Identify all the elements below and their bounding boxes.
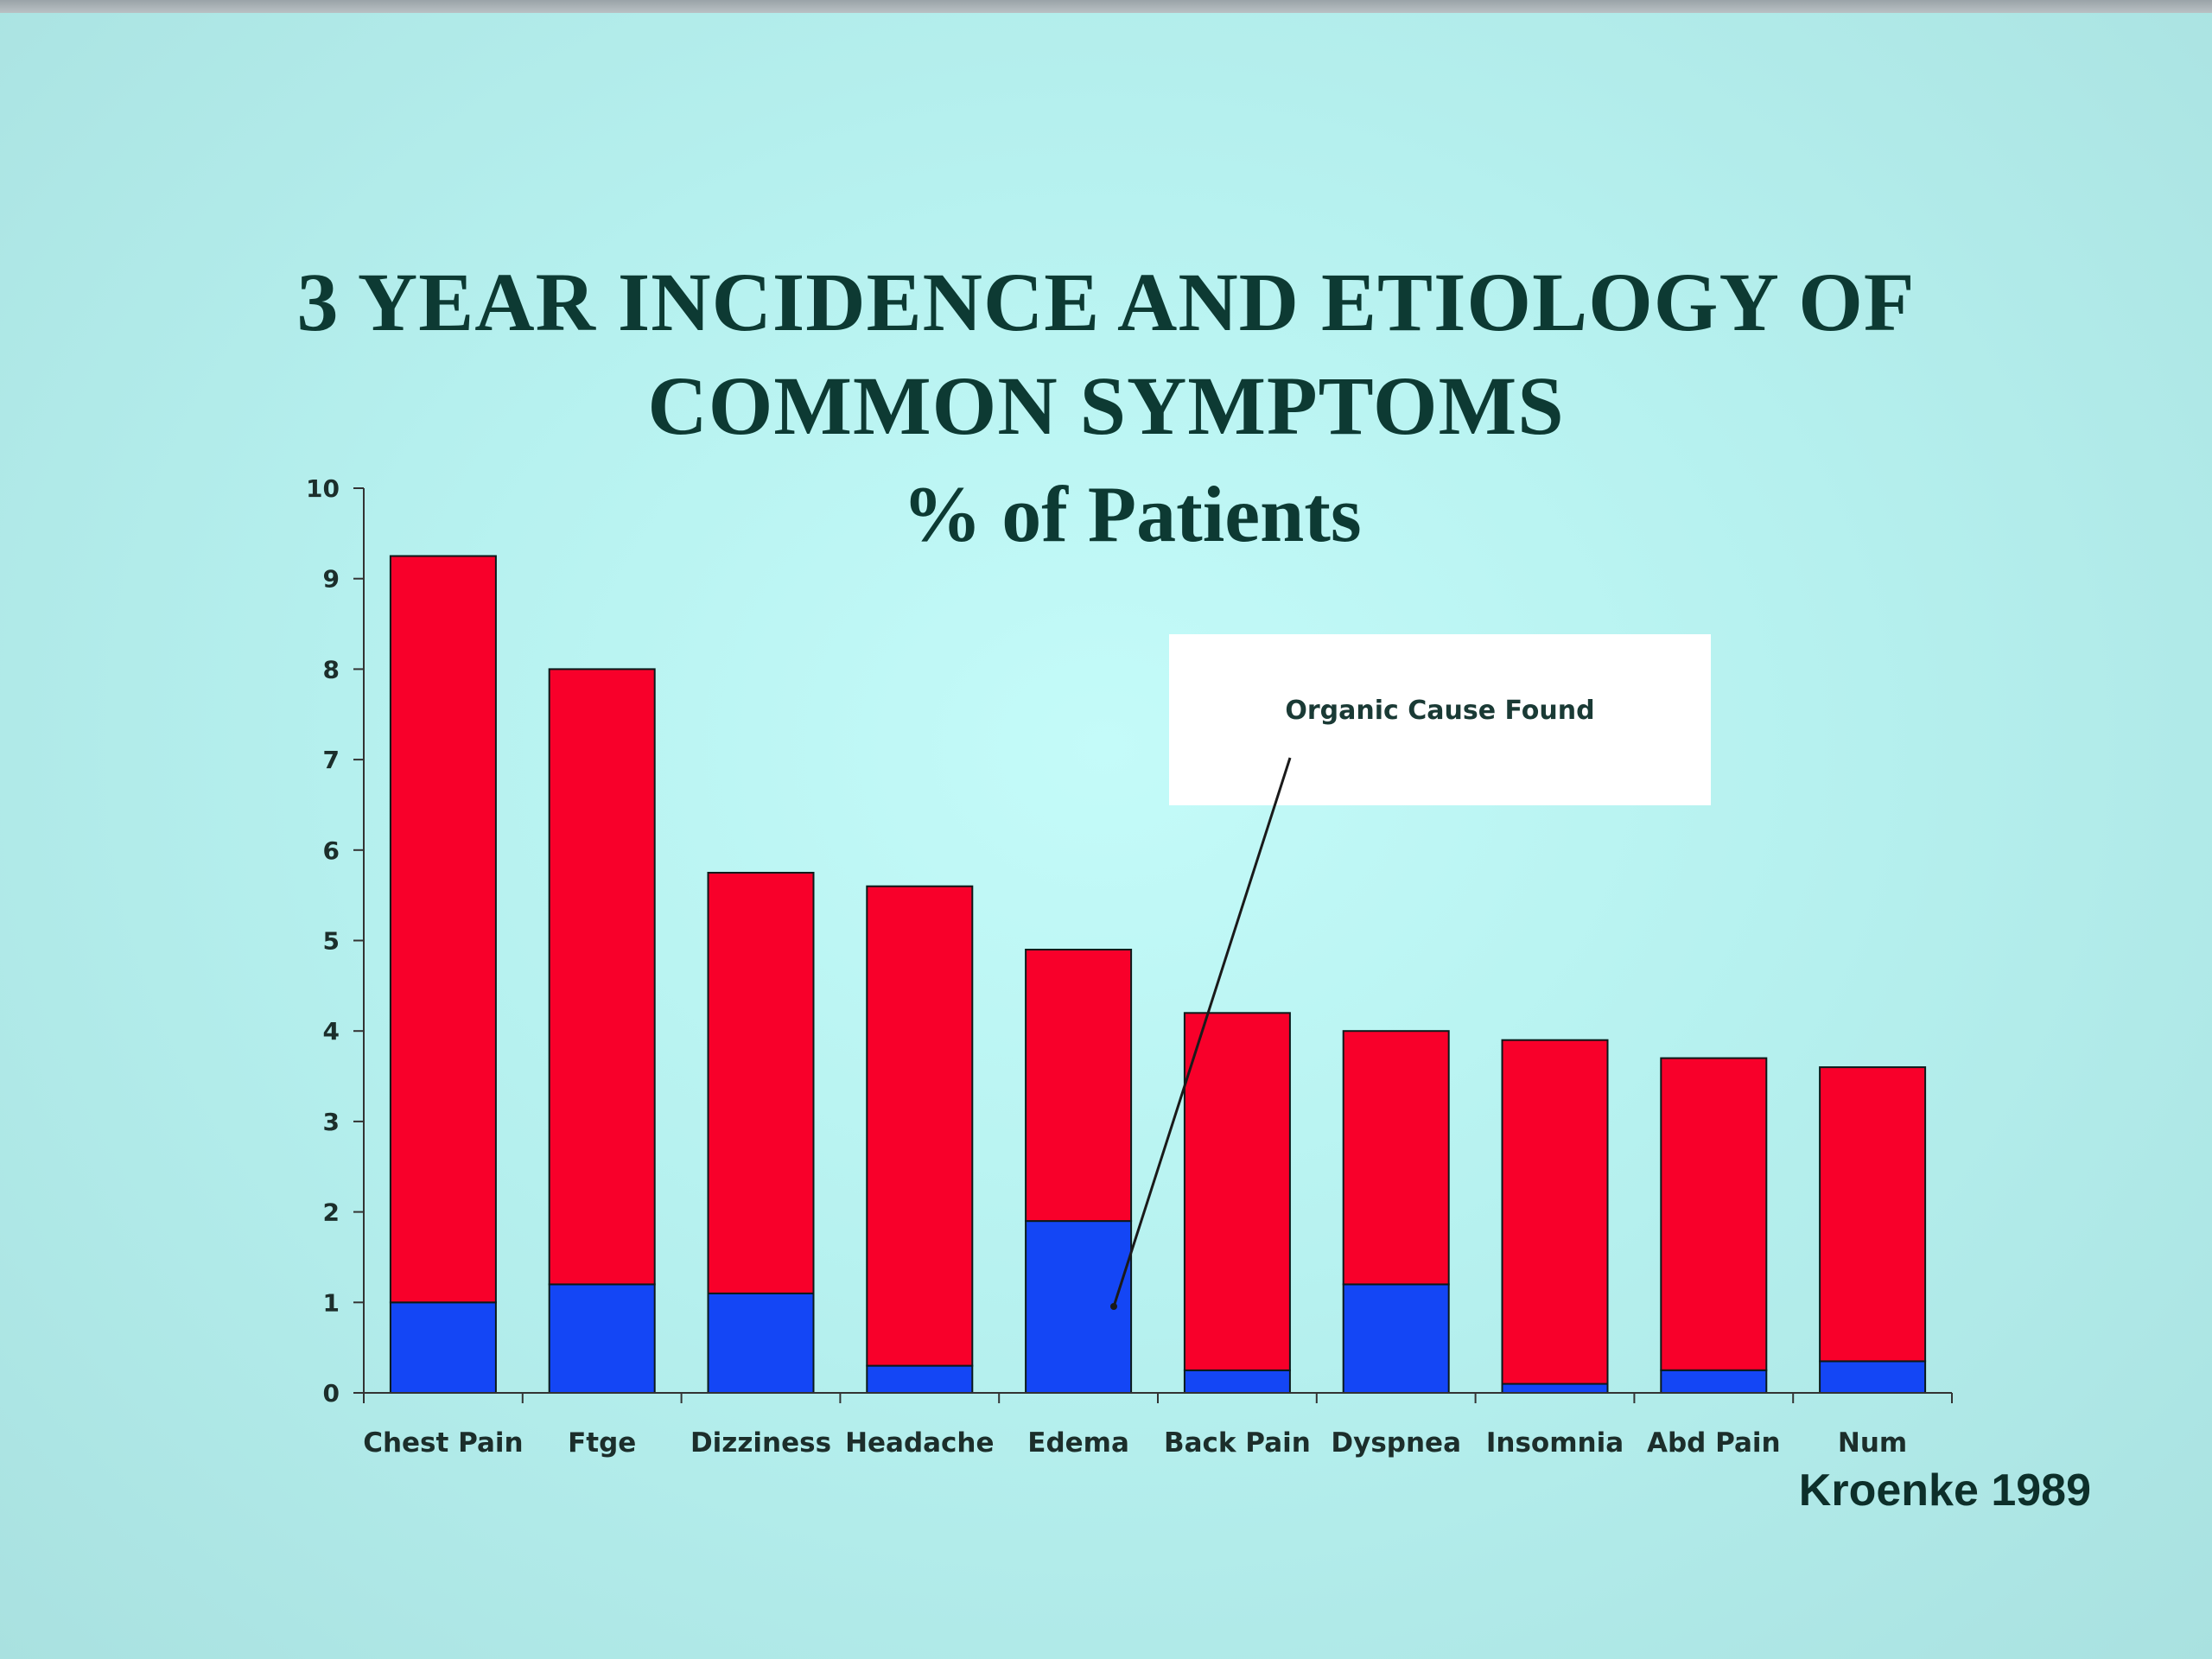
bar-other-2 — [707, 872, 815, 1294]
bar-organic-3 — [866, 1364, 974, 1394]
x-tick-label-0: Chest Pain — [363, 1427, 523, 1459]
annotation-arrow-tip — [1110, 1303, 1117, 1310]
bar-organic-0 — [389, 1301, 497, 1395]
x-tick-label-7: Insomnia — [1486, 1427, 1624, 1459]
y-tick-label-8: 8 — [323, 655, 340, 683]
x-tick-label-9: Num — [1838, 1427, 1907, 1459]
bar-other-1 — [548, 668, 656, 1286]
y-tick-label-5: 5 — [323, 927, 340, 956]
x-tick-label-3: Headache — [845, 1427, 994, 1459]
y-tick-label-9: 9 — [323, 565, 340, 594]
y-tick-label-4: 4 — [323, 1017, 340, 1046]
x-tick-label-2: Dizziness — [690, 1427, 831, 1459]
y-tick-label-0: 0 — [323, 1379, 340, 1408]
y-tick-label-6: 6 — [323, 836, 340, 865]
bar-other-7 — [1501, 1039, 1609, 1385]
x-tick-label-1: Ftge — [568, 1427, 636, 1459]
subtitle-text: % of Patients — [902, 470, 1362, 558]
chart-subtitle: % of Patients — [0, 467, 2212, 562]
bar-other-8 — [1660, 1057, 1768, 1371]
bar-other-9 — [1819, 1066, 1927, 1363]
bar-organic-5 — [1183, 1369, 1291, 1395]
y-tick-label-7: 7 — [323, 746, 340, 774]
x-tick-label-4: Edema — [1027, 1427, 1129, 1459]
x-tick-label-5: Back Pain — [1164, 1427, 1311, 1459]
annotation-box — [1169, 634, 1711, 805]
bar-other-3 — [866, 885, 974, 1367]
bar-organic-9 — [1819, 1360, 1927, 1395]
annotation-label: Organic Cause Found — [1285, 696, 1595, 726]
slide-top-strip — [0, 0, 2212, 13]
y-tick-label-10: 10 — [306, 474, 340, 503]
annotation-arrow-line — [1112, 757, 1292, 1307]
bar-other-4 — [1025, 949, 1133, 1223]
y-tick-label-1: 1 — [323, 1288, 340, 1317]
y-tick-label-2: 2 — [323, 1198, 340, 1227]
bar-organic-6 — [1342, 1283, 1450, 1395]
bar-other-5 — [1183, 1012, 1291, 1371]
bar-other-6 — [1342, 1030, 1450, 1286]
title-line-1: 3 YEAR INCIDENCE AND ETIOLOGY OF — [296, 256, 1916, 348]
title-line-2: COMMON SYMPTOMS — [647, 359, 1565, 452]
bar-organic-1 — [548, 1283, 656, 1395]
x-tick-label-6: Dyspnea — [1331, 1427, 1461, 1459]
source-citation: Kroenke 1989 — [1798, 1465, 2091, 1516]
bar-other-0 — [389, 555, 497, 1304]
y-tick-label-3: 3 — [323, 1108, 340, 1136]
x-tick-label-8: Abd Pain — [1647, 1427, 1781, 1459]
